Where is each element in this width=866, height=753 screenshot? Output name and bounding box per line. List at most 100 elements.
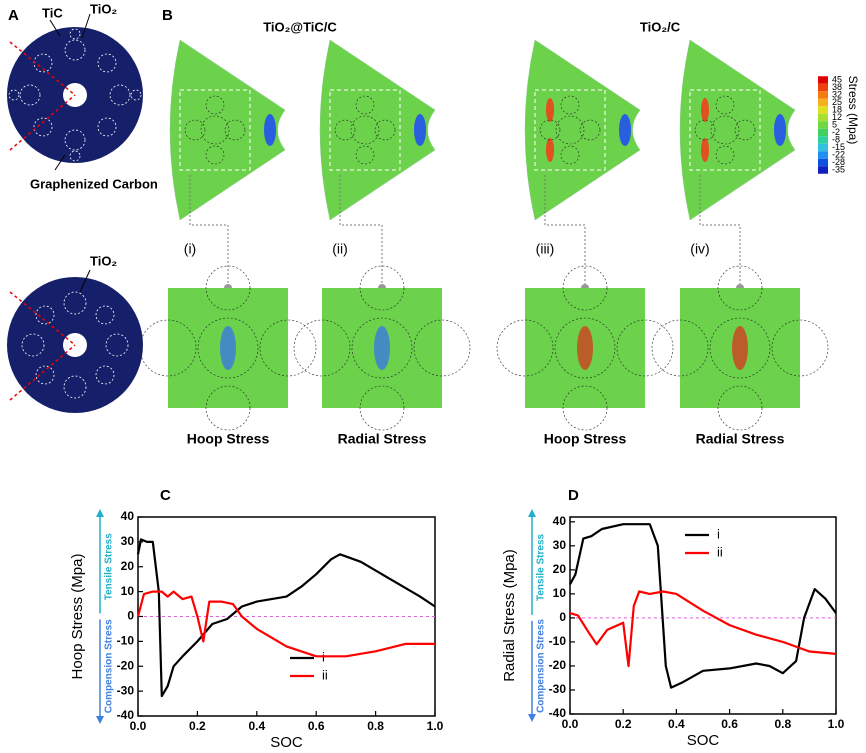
stress-label: Radial Stress <box>696 431 785 447</box>
y-tick-label: -10 <box>549 634 567 648</box>
legend-label: ii <box>322 667 328 682</box>
connector <box>189 175 229 288</box>
y-tick-label: 0 <box>559 610 566 624</box>
fan <box>679 39 796 221</box>
stress-spot <box>374 326 390 370</box>
colorbar-swatch <box>818 166 828 174</box>
x-tick-label: 0.8 <box>774 717 791 731</box>
particle <box>562 265 608 311</box>
stress-spot <box>577 326 593 370</box>
series-line <box>569 523 837 689</box>
stress-spot <box>546 98 554 122</box>
particle <box>413 319 471 377</box>
stress-spot <box>264 114 276 146</box>
colorbar-swatch <box>818 121 828 129</box>
label: TiO₂ <box>90 253 117 268</box>
stress-label: Radial Stress <box>338 431 427 447</box>
y-tick-label: -30 <box>117 683 135 697</box>
x-tick-label: 0.8 <box>367 719 384 733</box>
x-tick-label: 0.0 <box>130 719 147 733</box>
y-tick-label: 40 <box>553 514 567 528</box>
y-tick-label: 30 <box>121 534 135 548</box>
label: TiC <box>42 5 63 20</box>
y-tick-label: 10 <box>553 586 567 600</box>
stress-spot <box>414 114 426 146</box>
stress-spot <box>619 114 631 146</box>
plot-frame <box>569 516 837 715</box>
fan <box>319 39 436 221</box>
stress-spot <box>774 114 786 146</box>
colorbar-tick: 12 <box>832 112 842 122</box>
colorbar-title: Stress (Mpa) <box>846 76 860 145</box>
y-tick-label: -10 <box>117 634 135 648</box>
particle <box>334 119 356 141</box>
particle <box>205 265 251 311</box>
particle <box>560 95 580 115</box>
connector <box>544 175 586 288</box>
particle <box>710 115 740 145</box>
stage-label: (ii) <box>332 241 348 257</box>
particle <box>197 317 259 379</box>
colorbar-swatch <box>818 136 828 144</box>
stress-spot <box>546 138 554 162</box>
particle <box>359 265 405 311</box>
colorbar-swatch <box>818 151 828 159</box>
stage-label: (iv) <box>690 241 709 257</box>
particle <box>259 319 317 377</box>
connector <box>699 175 741 288</box>
fan <box>169 39 286 221</box>
particle <box>200 115 230 145</box>
particle <box>355 95 375 115</box>
stress-spot <box>220 326 236 370</box>
colorbar-tick: 5 <box>832 119 837 129</box>
series-line <box>136 590 435 658</box>
panel-b-art <box>139 39 829 431</box>
colorbar-swatch <box>818 158 828 167</box>
side-label: Tensile Stress <box>536 533 547 601</box>
connector <box>339 175 383 288</box>
stress-spot <box>701 98 709 122</box>
colorbar-swatch <box>818 143 828 152</box>
particle <box>616 319 674 377</box>
particle <box>205 95 225 115</box>
particle <box>351 317 413 379</box>
colorbar-tick: -2 <box>832 127 840 137</box>
x-tick-label: 0.4 <box>668 717 685 731</box>
particle <box>709 317 771 379</box>
stress-spot <box>701 138 709 162</box>
colorbar-tick: -28 <box>832 157 845 167</box>
y-tick-label: 0 <box>127 609 134 623</box>
particle <box>717 385 763 431</box>
particle <box>496 319 554 377</box>
y-tick-label: 10 <box>121 584 135 598</box>
series-line <box>136 538 436 698</box>
side-label: Compension Stress <box>536 619 547 713</box>
particle <box>694 119 716 141</box>
x-tick-label: 0.6 <box>721 717 738 731</box>
y-tick-label: 20 <box>553 562 567 576</box>
panel-label: A <box>8 7 19 24</box>
colorbar-tick: 32 <box>832 89 842 99</box>
label: Graphenized Carbon <box>30 176 158 191</box>
zoom-box <box>689 89 761 171</box>
particle <box>539 119 561 141</box>
side-label: Tensile Stress <box>104 533 115 601</box>
stage-label: (i) <box>184 241 196 257</box>
y-tick-label: -30 <box>549 682 567 696</box>
particle <box>562 385 608 431</box>
colorbar-swatch <box>818 76 828 84</box>
particle <box>184 119 206 141</box>
particle <box>734 119 756 141</box>
particle <box>715 145 735 165</box>
stress-label: Hoop Stress <box>544 431 627 447</box>
colorbar-tick: 38 <box>832 82 842 92</box>
colorbar-swatch <box>818 98 828 107</box>
series-line <box>569 590 837 668</box>
arrow-head <box>528 714 536 722</box>
particle <box>651 319 709 377</box>
legend-label: ii <box>717 544 723 559</box>
stage-label: (iii) <box>536 241 555 257</box>
colorbar-tick: 25 <box>832 97 842 107</box>
side-label: Compension Stress <box>104 619 115 713</box>
